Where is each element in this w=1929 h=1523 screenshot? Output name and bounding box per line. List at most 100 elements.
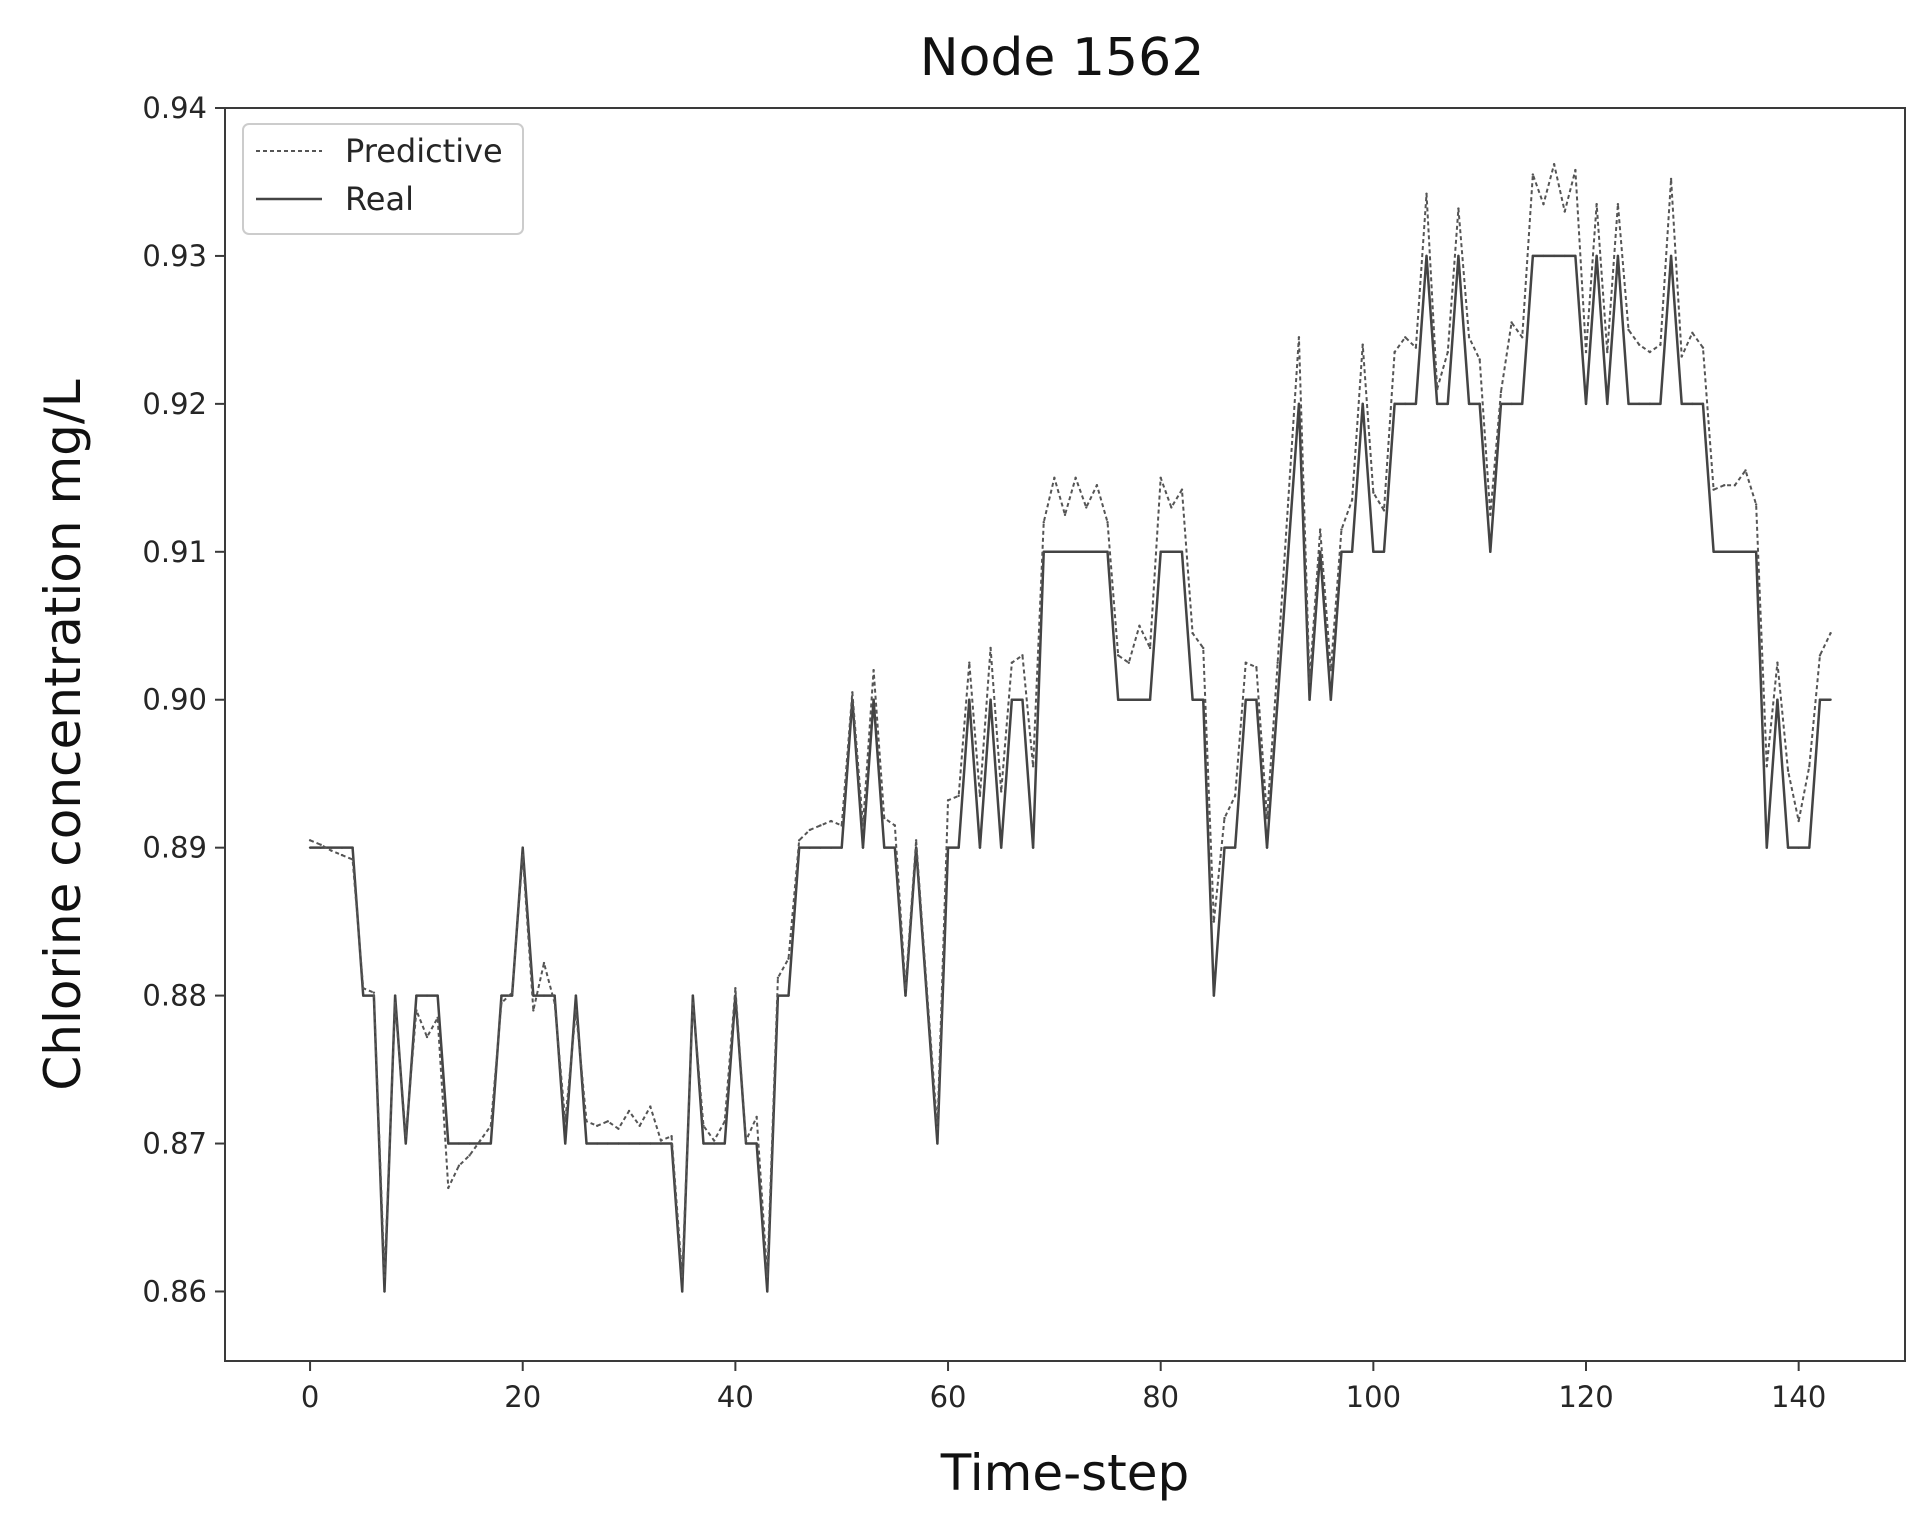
x-tick-label: 60 xyxy=(930,1380,967,1414)
data-point-real xyxy=(755,1142,758,1145)
data-point-predictive xyxy=(457,1164,461,1167)
data-point-real xyxy=(1340,550,1343,554)
data-point-real xyxy=(829,846,833,849)
data-point-predictive xyxy=(1723,484,1726,487)
data-point-predictive xyxy=(1425,192,1428,196)
data-point-real xyxy=(1425,254,1428,258)
data-point-predictive xyxy=(340,853,344,857)
data-point-predictive xyxy=(712,1139,716,1142)
data-point-real xyxy=(1127,698,1130,701)
data-point-predictive xyxy=(521,853,524,857)
data-point-predictive xyxy=(1095,484,1099,487)
data-point-predictive xyxy=(872,668,875,672)
data-point-real xyxy=(1021,698,1024,701)
data-point-predictive xyxy=(1063,513,1067,517)
data-point-real xyxy=(1116,698,1120,701)
data-point-predictive xyxy=(319,843,322,846)
data-point-real xyxy=(1329,698,1333,701)
data-point-predictive xyxy=(1446,350,1449,354)
data-point-predictive xyxy=(1542,202,1545,206)
data-point-real xyxy=(659,1142,663,1145)
legend: Predictive Real xyxy=(242,123,524,235)
data-point-real xyxy=(330,846,333,849)
data-point-predictive xyxy=(819,824,822,827)
data-point-predictive xyxy=(1276,661,1279,664)
data-point-real xyxy=(1691,402,1694,406)
data-point-real xyxy=(1457,254,1460,258)
data-point-real xyxy=(1308,698,1311,701)
data-point-real xyxy=(1808,846,1811,849)
data-point-real xyxy=(1276,698,1279,701)
data-point-predictive xyxy=(553,1001,556,1005)
data-point-predictive xyxy=(1074,476,1077,480)
data-point-predictive xyxy=(468,1154,471,1157)
data-point-predictive xyxy=(1414,346,1418,349)
data-point-real xyxy=(883,846,886,849)
data-point-real xyxy=(744,1142,748,1145)
data-point-real xyxy=(1148,698,1152,701)
data-point-real xyxy=(542,994,546,997)
data-point-predictive xyxy=(1340,528,1343,531)
data-point-real xyxy=(681,1290,684,1293)
y-tick-label: 0.92 xyxy=(142,387,207,421)
data-point-real xyxy=(415,994,418,997)
data-point-predictive xyxy=(1829,631,1832,635)
data-point-predictive xyxy=(1085,506,1088,509)
data-point-real xyxy=(957,846,960,849)
data-point-real xyxy=(553,994,556,997)
data-point-real xyxy=(808,846,812,849)
data-point-real xyxy=(978,846,982,849)
data-point-real xyxy=(319,846,322,849)
legend-label-predictive: Predictive xyxy=(345,132,503,170)
data-point-real xyxy=(351,846,354,849)
data-point-predictive xyxy=(1457,207,1460,210)
data-point-real xyxy=(702,1142,705,1145)
x-tick-label: 0 xyxy=(301,1380,319,1414)
data-point-real xyxy=(1542,254,1545,258)
data-point-real xyxy=(1510,402,1513,406)
data-point-predictive xyxy=(1053,476,1056,480)
data-point-real xyxy=(489,1142,493,1145)
data-point-real xyxy=(606,1142,609,1145)
data-point-real xyxy=(585,1142,588,1145)
y-tick-label: 0.89 xyxy=(142,831,207,865)
data-point-real xyxy=(1063,550,1067,554)
y-tick-label: 0.93 xyxy=(142,239,207,273)
data-point-real xyxy=(510,994,514,997)
data-point-predictive xyxy=(1138,624,1141,627)
data-point-real xyxy=(797,846,801,849)
data-point-predictive xyxy=(1499,390,1503,394)
data-point-real xyxy=(861,846,865,849)
data-point-predictive xyxy=(883,816,886,820)
legend-label-real: Real xyxy=(345,180,414,218)
data-point-real xyxy=(1233,846,1237,849)
series-layer xyxy=(308,163,1832,1293)
y-tick-label: 0.86 xyxy=(142,1274,207,1308)
data-point-predictive xyxy=(1808,765,1811,768)
data-point-predictive xyxy=(1691,331,1694,335)
data-point-real xyxy=(362,994,365,997)
data-point-predictive xyxy=(1563,210,1566,213)
data-point-real xyxy=(1765,846,1768,849)
data-point-predictive xyxy=(691,1001,695,1005)
data-point-predictive xyxy=(766,1275,769,1278)
data-point-real xyxy=(1712,550,1715,554)
data-point-real xyxy=(447,1142,450,1145)
data-point-predictive xyxy=(914,839,918,842)
data-point-real xyxy=(1659,402,1662,406)
data-point-predictive xyxy=(308,839,312,842)
data-point-predictive xyxy=(702,1124,705,1127)
data-point-predictive xyxy=(1244,661,1247,664)
data-point-predictive xyxy=(1712,488,1715,491)
data-point-real xyxy=(1010,698,1014,701)
data-point-predictive xyxy=(1180,488,1184,491)
data-point-predictive xyxy=(723,1120,726,1123)
data-point-real xyxy=(1223,846,1226,849)
data-point-predictive xyxy=(1212,920,1216,923)
y-tick-label: 0.94 xyxy=(142,91,207,125)
data-point-predictive xyxy=(1308,680,1311,684)
data-point-real xyxy=(1297,402,1301,406)
data-point-predictive xyxy=(1648,350,1652,354)
data-point-real xyxy=(649,1142,652,1145)
